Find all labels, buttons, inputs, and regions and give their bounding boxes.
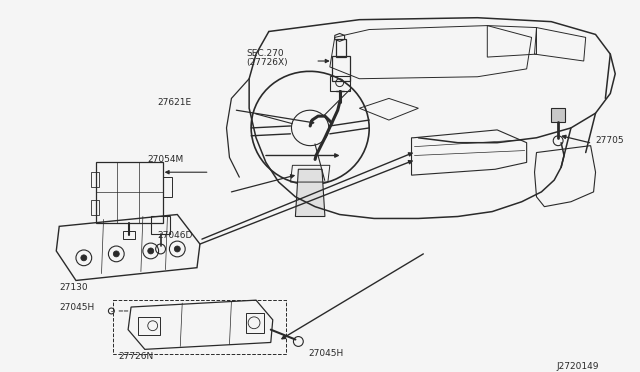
Bar [113, 300, 285, 354]
Text: (27726X): (27726X) [246, 58, 288, 67]
Text: 27705: 27705 [596, 136, 624, 145]
Text: SEC.270: SEC.270 [246, 49, 284, 58]
Text: 27621E: 27621E [157, 99, 192, 108]
Text: 27045H: 27045H [308, 349, 344, 358]
Bar [91, 172, 99, 187]
Text: 27046D: 27046D [157, 231, 193, 240]
Bar [330, 76, 349, 90]
Bar [551, 108, 565, 122]
Circle shape [174, 246, 180, 252]
Circle shape [148, 248, 154, 254]
Polygon shape [296, 169, 325, 217]
Bar [246, 313, 264, 333]
Bar [332, 56, 349, 81]
Text: 27726N: 27726N [118, 352, 154, 361]
Bar [95, 162, 163, 224]
Bar [123, 231, 135, 239]
Circle shape [81, 255, 87, 261]
Bar [163, 177, 172, 197]
Bar [138, 317, 159, 334]
Text: 27130: 27130 [60, 283, 88, 292]
Bar [336, 39, 346, 57]
Bar [151, 217, 170, 234]
Text: 27045H: 27045H [60, 303, 95, 312]
Text: 27054M: 27054M [148, 155, 184, 164]
Text: J2720149: J2720149 [556, 362, 598, 371]
Circle shape [113, 251, 119, 257]
Bar [91, 200, 99, 215]
